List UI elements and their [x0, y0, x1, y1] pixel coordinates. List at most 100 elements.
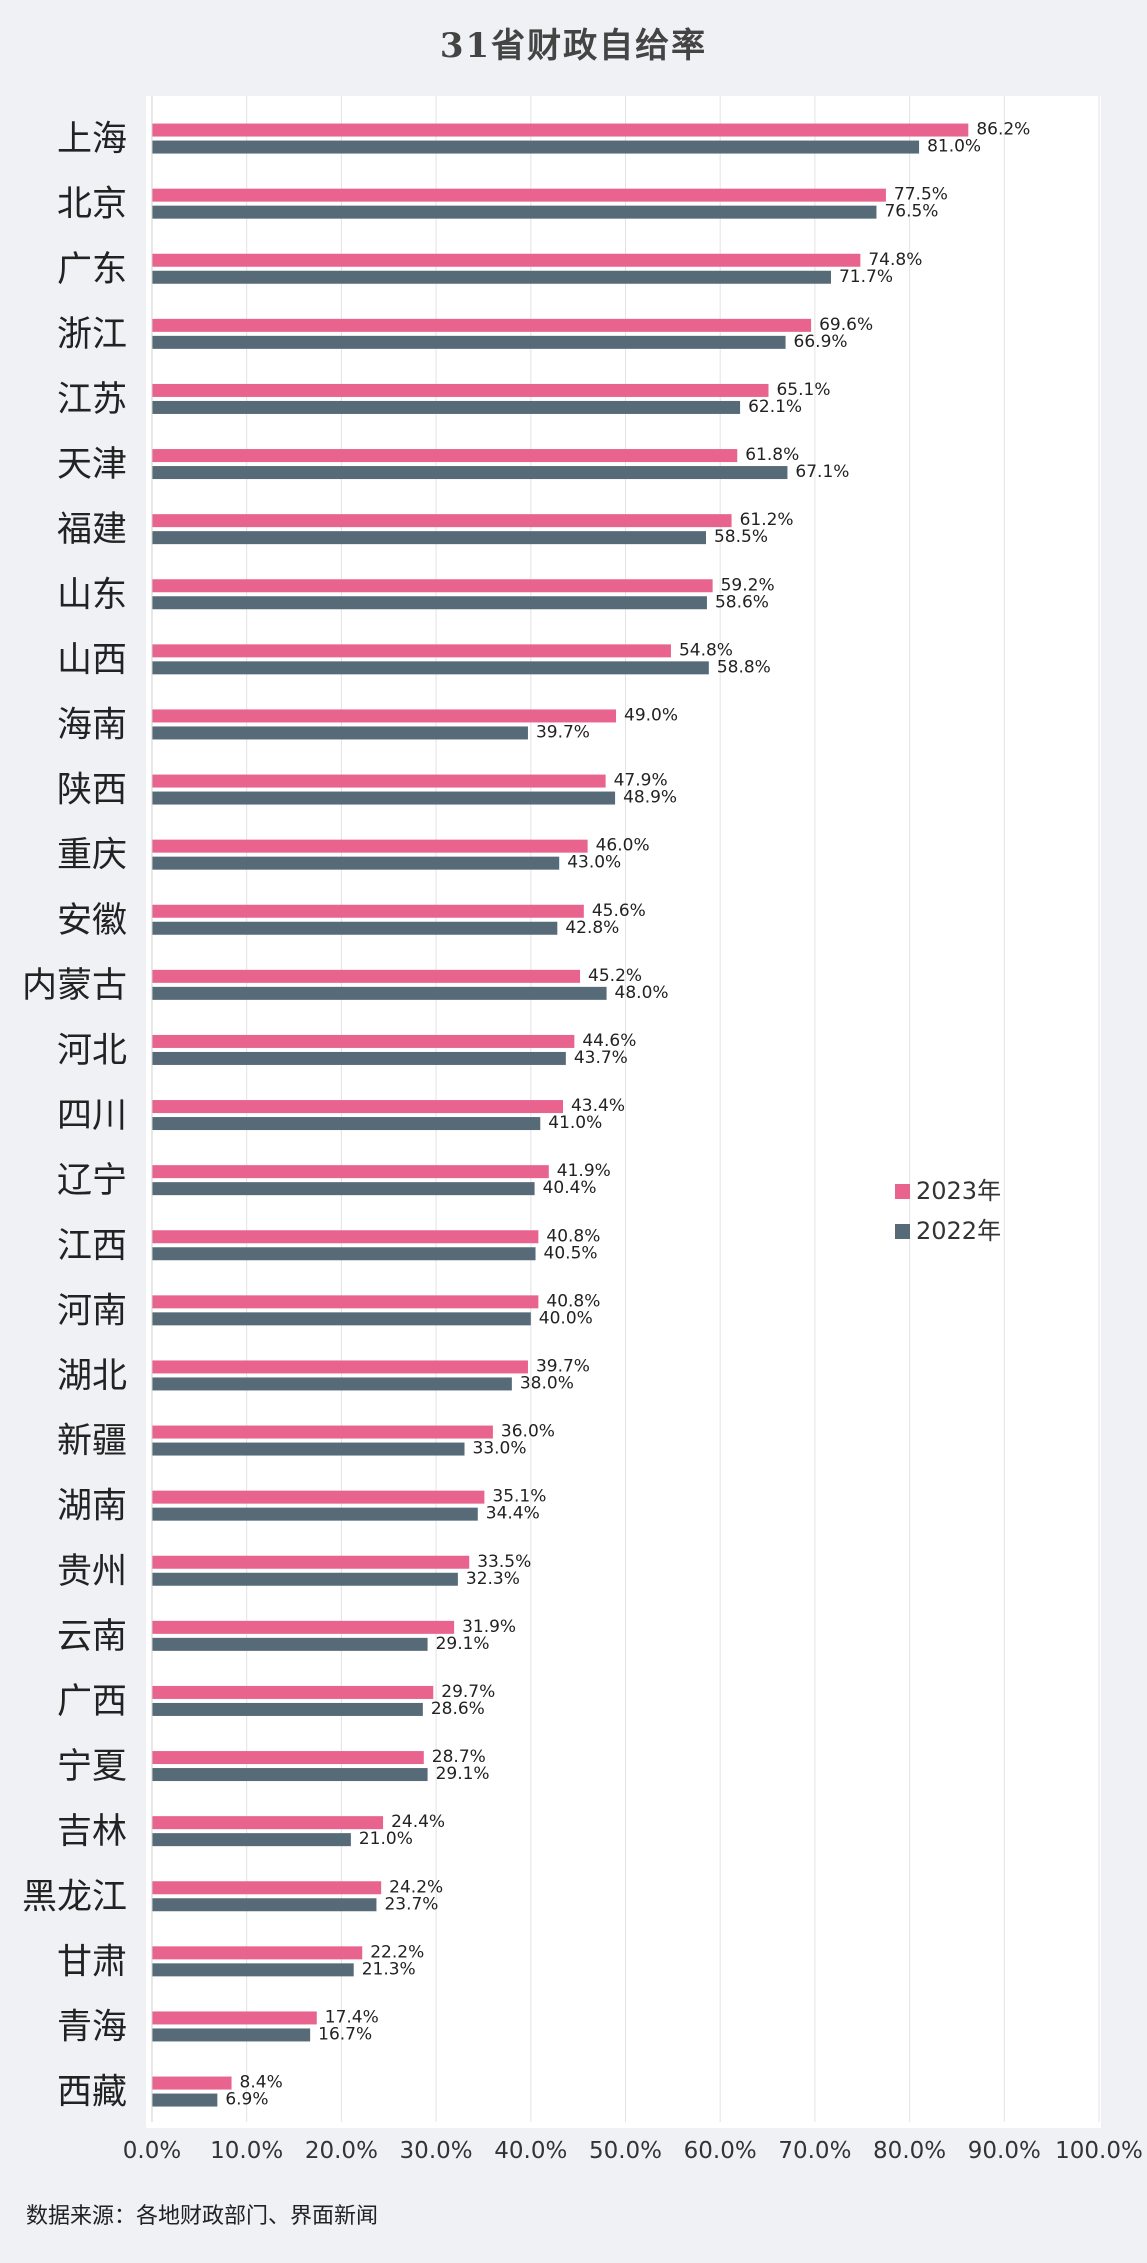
- data-label: 74.8%: [868, 250, 922, 270]
- x-tick-label: 60.0%: [684, 2138, 757, 2164]
- data-label: 76.5%: [884, 202, 938, 222]
- category-label: 贵州: [57, 1552, 127, 1592]
- x-tick-label: 90.0%: [968, 2138, 1041, 2164]
- data-label: 40.5%: [544, 1243, 598, 1263]
- data-label: 34.4%: [486, 1504, 540, 1524]
- bar-2023: [152, 1165, 549, 1179]
- data-label: 33.0%: [473, 1439, 527, 1459]
- data-label: 24.4%: [391, 1812, 445, 1832]
- category-label: 海南: [57, 705, 127, 745]
- data-label: 59.2%: [721, 575, 775, 595]
- data-label: 40.8%: [546, 1291, 600, 1311]
- data-label: 54.8%: [679, 640, 733, 660]
- data-label: 61.2%: [740, 510, 794, 530]
- data-label: 8.4%: [240, 2073, 283, 2093]
- x-tick-label: 80.0%: [873, 2138, 946, 2164]
- data-label: 21.0%: [359, 1829, 413, 1849]
- data-label: 81.0%: [927, 137, 981, 157]
- bar-2023: [152, 644, 671, 658]
- data-label: 46.0%: [596, 836, 650, 856]
- data-label: 29.1%: [436, 1634, 490, 1654]
- category-label: 浙江: [57, 315, 127, 355]
- bar-2022: [152, 726, 528, 740]
- bar-2022: [152, 856, 560, 870]
- category-label: 重庆: [57, 836, 127, 876]
- bar-2022: [152, 1247, 536, 1261]
- x-tick-label: 100.0%: [1055, 2138, 1143, 2164]
- bar-2022: [152, 270, 831, 284]
- bar-2023: [152, 1100, 563, 1114]
- bar-2023: [152, 1881, 382, 1895]
- data-label: 29.1%: [436, 1764, 490, 1784]
- data-label: 40.8%: [546, 1226, 600, 1246]
- bar-2022: [152, 1507, 478, 1521]
- bar-2023: [152, 1946, 363, 1960]
- data-label: 45.6%: [592, 901, 646, 921]
- category-label: 江西: [57, 1226, 127, 1266]
- data-label: 39.7%: [536, 722, 590, 742]
- data-label: 44.6%: [582, 1031, 636, 1051]
- bar-2023: [152, 709, 617, 723]
- data-label: 69.6%: [819, 315, 873, 335]
- data-label: 40.4%: [543, 1178, 597, 1198]
- bar-2023: [152, 904, 584, 918]
- data-label: 43.4%: [571, 1096, 625, 1116]
- data-label: 45.2%: [588, 966, 642, 986]
- category-label: 江苏: [57, 380, 127, 420]
- bar-2022: [152, 1117, 541, 1131]
- x-tick-label: 70.0%: [778, 2138, 851, 2164]
- data-label: 41.9%: [557, 1161, 611, 1181]
- bar-2023: [152, 253, 861, 267]
- bar-2022: [152, 1963, 354, 1977]
- data-label: 40.0%: [539, 1308, 593, 1328]
- bar-2022: [152, 140, 920, 154]
- bar-2023: [152, 774, 606, 788]
- bar-2022: [152, 335, 786, 349]
- source-note: 数据来源：各地财政部门、界面新闻: [26, 2204, 379, 2229]
- bar-2023: [152, 2076, 232, 2090]
- bar-2022: [152, 531, 706, 545]
- category-label: 广西: [57, 1682, 127, 1722]
- category-label: 湖北: [57, 1356, 127, 1396]
- category-label: 福建: [57, 510, 127, 550]
- bar-2023: [152, 188, 886, 202]
- data-label: 71.7%: [839, 267, 893, 287]
- bar-2023: [152, 318, 812, 332]
- bar-2022: [152, 921, 558, 935]
- bar-2022: [152, 1051, 566, 1065]
- bar-2023: [152, 1685, 434, 1699]
- bar-2022: [152, 1312, 531, 1326]
- bar-2023: [152, 1816, 384, 1830]
- data-label: 39.7%: [536, 1356, 590, 1376]
- legend-swatch: [895, 1184, 910, 1199]
- data-label: 36.0%: [501, 1422, 555, 1442]
- data-label: 22.2%: [370, 1942, 424, 1962]
- bar-2022: [152, 1702, 423, 1716]
- bar-2022: [152, 1182, 535, 1196]
- chart-title: 31省财政自给率: [439, 26, 708, 66]
- bar-2022: [152, 791, 616, 805]
- data-label: 48.9%: [623, 788, 677, 808]
- data-label: 62.1%: [748, 397, 802, 417]
- data-label: 67.1%: [795, 462, 849, 482]
- category-label: 甘肃: [57, 1942, 127, 1982]
- category-label: 北京: [57, 185, 127, 225]
- bar-2023: [152, 123, 969, 137]
- category-label: 上海: [57, 120, 127, 160]
- bar-2022: [152, 1377, 512, 1391]
- category-label: 青海: [57, 2007, 127, 2047]
- legend-label: 2023年: [916, 1177, 1001, 1205]
- x-tick-label: 50.0%: [589, 2138, 662, 2164]
- data-label: 17.4%: [325, 2007, 379, 2027]
- bar-2023: [152, 1620, 455, 1634]
- data-label: 86.2%: [976, 120, 1030, 140]
- bar-2022: [152, 1768, 428, 1782]
- data-label: 58.8%: [717, 657, 771, 677]
- data-label: 38.0%: [520, 1373, 574, 1393]
- data-label: 47.9%: [614, 771, 668, 791]
- data-label: 43.7%: [574, 1048, 628, 1068]
- bar-2022: [152, 986, 607, 1000]
- data-label: 48.0%: [615, 983, 669, 1003]
- bar-2022: [152, 2093, 218, 2107]
